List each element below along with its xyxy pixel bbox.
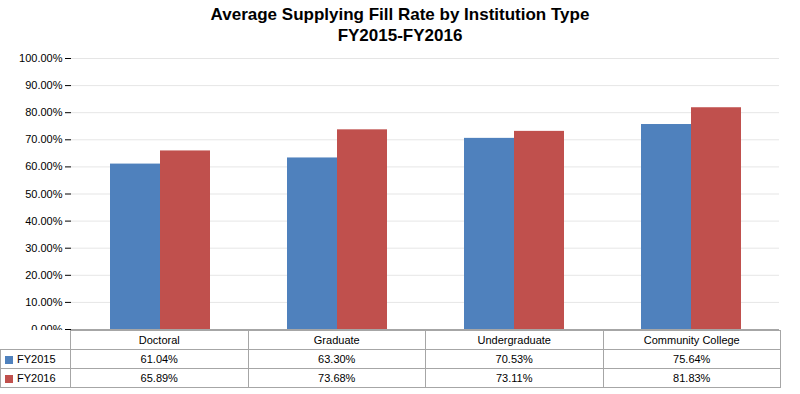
html-text:Undergraduate: Undergraduate	[477, 334, 551, 346]
svg-text:0.00%: 0.00%	[31, 323, 62, 330]
html-text:FY2015: FY2015	[17, 353, 56, 365]
svg-text:20.00%: 20.00%	[25, 269, 63, 281]
html-text:Graduate: Graduate	[313, 334, 360, 346]
svg-text:50.00%: 50.00%	[25, 188, 63, 200]
html-text:75.64%: 75.64%	[673, 353, 711, 365]
svg-text:100.00%: 100.00%	[19, 52, 63, 64]
svg-text:10.00%: 10.00%	[25, 296, 63, 308]
svg-text:80.00%: 80.00%	[25, 106, 63, 118]
html-text:73.11%: 73.11%	[496, 372, 533, 384]
html-text:63.30%: 63.30%	[318, 353, 356, 365]
html-text:65.89%: 65.89%	[140, 372, 178, 384]
svg-text:40.00%: 40.00%	[25, 215, 63, 227]
html-text:61.04%: 61.04%	[140, 353, 178, 365]
html-text:Doctoral: Doctoral	[138, 334, 180, 346]
svg-text:70.00%: 70.00%	[25, 133, 63, 145]
html-text:70.53%: 70.53%	[495, 353, 533, 365]
html-text:FY2015-FY2016: FY2015-FY2016	[337, 26, 463, 45]
svg-text:30.00%: 30.00%	[25, 242, 63, 254]
html-text:Average Supplying Fill Rate by: Average Supplying Fill Rate by Instituti…	[210, 5, 590, 24]
svg-text:90.00%: 90.00%	[25, 79, 63, 91]
html-text:Community College: Community College	[643, 334, 740, 346]
html-text:FY2016: FY2016	[17, 372, 56, 384]
html-text:81.83%: 81.83%	[673, 372, 711, 384]
html-text:73.68%: 73.68%	[318, 372, 356, 384]
svg-text:60.00%: 60.00%	[25, 160, 63, 172]
